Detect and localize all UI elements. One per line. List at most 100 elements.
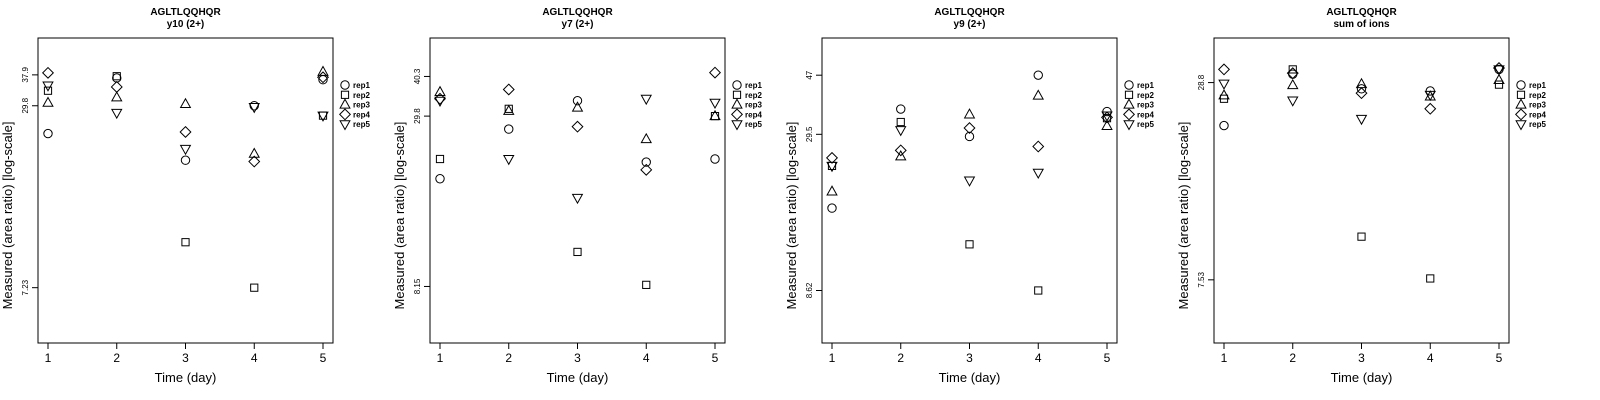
data-point-rep3	[179, 97, 192, 109]
y-axis-label: Measured (area ratio) [log-scale]	[0, 122, 15, 310]
data-point-rep1	[43, 128, 53, 139]
data-point-rep2	[181, 238, 190, 247]
data-point-rep1	[249, 101, 259, 111]
data-point-rep5	[1355, 114, 1368, 126]
data-point-rep2	[1034, 286, 1043, 295]
data-point-rep1	[435, 174, 445, 184]
data-point-rep5	[110, 108, 123, 120]
data-point-rep5	[1424, 90, 1437, 102]
legend-marker-rep3	[1123, 98, 1135, 109]
data-point-rep4	[41, 66, 55, 79]
legend-label: rep3	[1529, 101, 1546, 110]
data-point-rep3	[640, 132, 653, 144]
data-point-rep4	[110, 80, 123, 93]
data-point-rep2	[250, 283, 259, 292]
legend-marker-rep2	[340, 90, 350, 99]
data-point-rep1	[180, 155, 191, 165]
legend-marker-rep3	[731, 98, 743, 109]
y-tick-label: 47	[805, 70, 814, 79]
data-point-rep1	[504, 124, 514, 134]
legend-label: rep1	[353, 81, 370, 90]
legend-label: rep1	[745, 81, 762, 90]
plot-frame	[37, 37, 334, 344]
legend-label: rep3	[1137, 101, 1154, 110]
legend-label: rep5	[745, 120, 762, 129]
data-point-rep4	[179, 125, 192, 138]
data-point-rep4	[571, 120, 584, 133]
x-tick-label: 2	[113, 351, 120, 365]
legend-marker-rep2	[732, 90, 742, 99]
plot-frame	[821, 37, 1118, 344]
data-point-rep5	[709, 98, 721, 110]
data-point-rep4	[825, 151, 839, 164]
x-tick-label: 2	[897, 351, 904, 365]
data-point-rep5	[248, 103, 261, 114]
data-point-rep5	[317, 111, 329, 122]
y-tick-label: 8.62	[805, 282, 814, 298]
legend-marker-rep1	[732, 80, 742, 90]
y-tick-label: 37.9	[21, 67, 30, 83]
data-point-rep3	[502, 104, 515, 115]
data-point-rep1	[1102, 106, 1112, 117]
data-point-rep2	[112, 72, 121, 81]
x-tick-label: 5	[712, 351, 719, 365]
data-point-rep4	[316, 71, 330, 84]
data-point-rep2	[573, 247, 582, 257]
data-point-rep5	[42, 81, 54, 92]
x-tick-label: 1	[437, 351, 444, 365]
data-point-rep2	[896, 117, 905, 127]
data-point-rep4	[502, 83, 515, 96]
data-point-rep2	[1494, 80, 1504, 89]
x-tick-label: 4	[643, 351, 650, 365]
legend-marker-rep2	[1516, 90, 1526, 99]
chart-subtitle: y9 (2+)	[954, 19, 986, 30]
data-point-rep2	[1426, 274, 1435, 283]
data-point-rep3	[317, 65, 329, 76]
x-axis-label: Time (day)	[939, 370, 1001, 385]
data-point-rep4	[1286, 67, 1299, 80]
x-tick-label: 1	[45, 351, 52, 365]
x-tick-label: 5	[1496, 351, 1503, 365]
data-point-rep5	[1493, 65, 1505, 76]
data-point-rep1	[896, 104, 906, 114]
data-point-rep5	[179, 144, 192, 156]
data-point-rep2	[642, 280, 651, 289]
data-point-rep4	[640, 163, 653, 176]
data-point-rep5	[502, 155, 515, 166]
legend-marker-rep1	[1124, 80, 1134, 90]
data-point-rep4	[1424, 102, 1437, 115]
data-point-rep3	[571, 101, 584, 112]
x-axis-label: Time (day)	[1331, 370, 1393, 385]
data-point-rep1	[1356, 84, 1367, 94]
data-point-rep4	[248, 155, 261, 168]
data-point-rep5	[1218, 79, 1230, 90]
data-point-rep2	[1288, 65, 1297, 74]
data-point-rep1	[964, 131, 975, 142]
x-tick-label: 2	[1289, 351, 1296, 365]
data-point-rep3	[1101, 119, 1113, 130]
data-point-rep3	[894, 150, 907, 161]
legend-label: rep2	[353, 91, 370, 100]
y-axis-label: Measured (area ratio) [log-scale]	[392, 122, 407, 310]
legend-marker-rep5	[1123, 120, 1135, 131]
data-point-rep3	[1286, 78, 1299, 90]
legend-marker-rep1	[340, 80, 350, 90]
y-tick-label: 29.8	[21, 97, 30, 113]
x-tick-label: 1	[1221, 351, 1228, 365]
chart-subtitle: y7 (2+)	[562, 19, 594, 30]
legend-label: rep5	[1137, 120, 1154, 129]
legend-label: rep5	[1529, 120, 1546, 129]
data-point-rep2	[435, 154, 445, 164]
data-point-rep5	[963, 176, 976, 187]
y-tick-label: 28.8	[1197, 74, 1206, 90]
data-point-rep4	[963, 122, 976, 135]
chart-subtitle: sum of ions	[1333, 19, 1390, 30]
x-tick-label: 3	[966, 351, 973, 365]
legend-marker-rep4	[338, 108, 352, 121]
legend-label: rep4	[353, 110, 370, 119]
data-point-rep4	[1217, 63, 1231, 76]
x-axis-label: Time (day)	[547, 370, 609, 385]
